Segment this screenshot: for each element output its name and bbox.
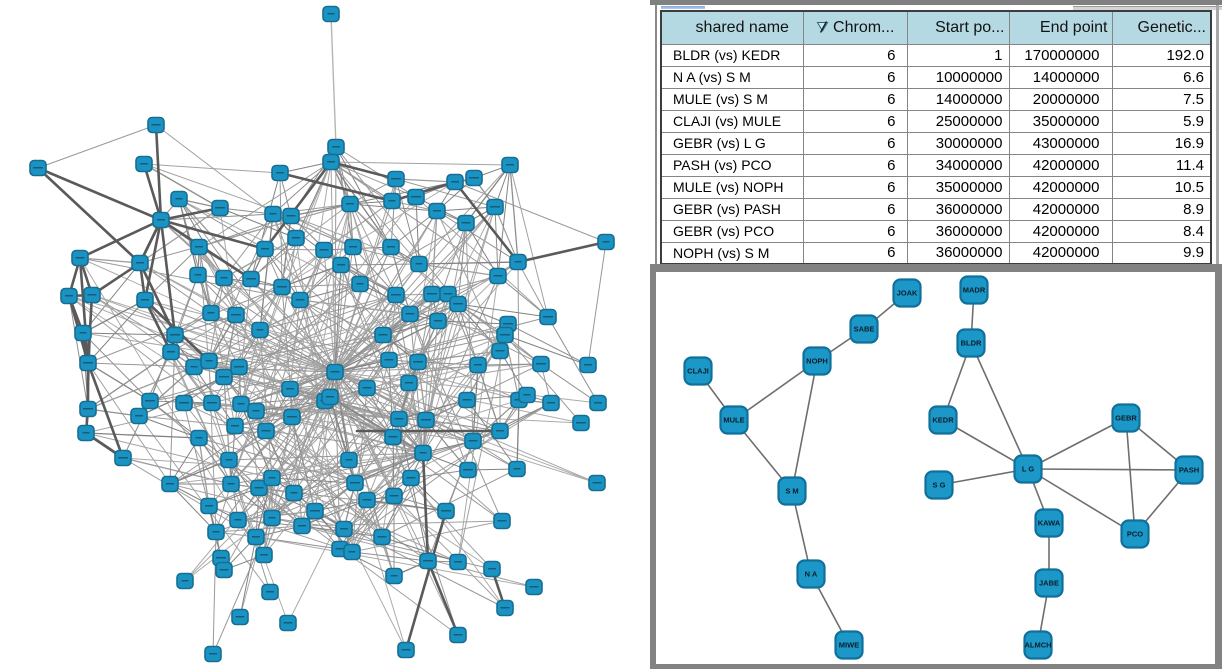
svg-text:S M: S M xyxy=(785,487,798,496)
svg-text:L G: L G xyxy=(1022,465,1035,474)
svg-text:JABE: JABE xyxy=(1039,579,1059,588)
svg-text:PASH: PASH xyxy=(1179,466,1199,475)
svg-text:MADR: MADR xyxy=(963,286,986,295)
svg-text:KAWA: KAWA xyxy=(1038,519,1061,528)
svg-text:JOAK: JOAK xyxy=(897,289,918,298)
svg-text:SABE: SABE xyxy=(854,325,875,334)
svg-text:PCO: PCO xyxy=(1127,530,1143,539)
svg-text:BLDR: BLDR xyxy=(961,339,982,348)
svg-text:MIWE: MIWE xyxy=(839,641,859,650)
svg-text:KEDR: KEDR xyxy=(932,416,954,425)
svg-text:MULE: MULE xyxy=(723,416,744,425)
svg-text:N A: N A xyxy=(805,570,818,579)
svg-text:CLAJI: CLAJI xyxy=(687,367,709,376)
svg-text:GEBR: GEBR xyxy=(1115,414,1137,423)
svg-text:ALMCH: ALMCH xyxy=(1024,641,1051,650)
svg-text:NOPH: NOPH xyxy=(806,357,828,366)
svg-text:S G: S G xyxy=(933,481,946,490)
